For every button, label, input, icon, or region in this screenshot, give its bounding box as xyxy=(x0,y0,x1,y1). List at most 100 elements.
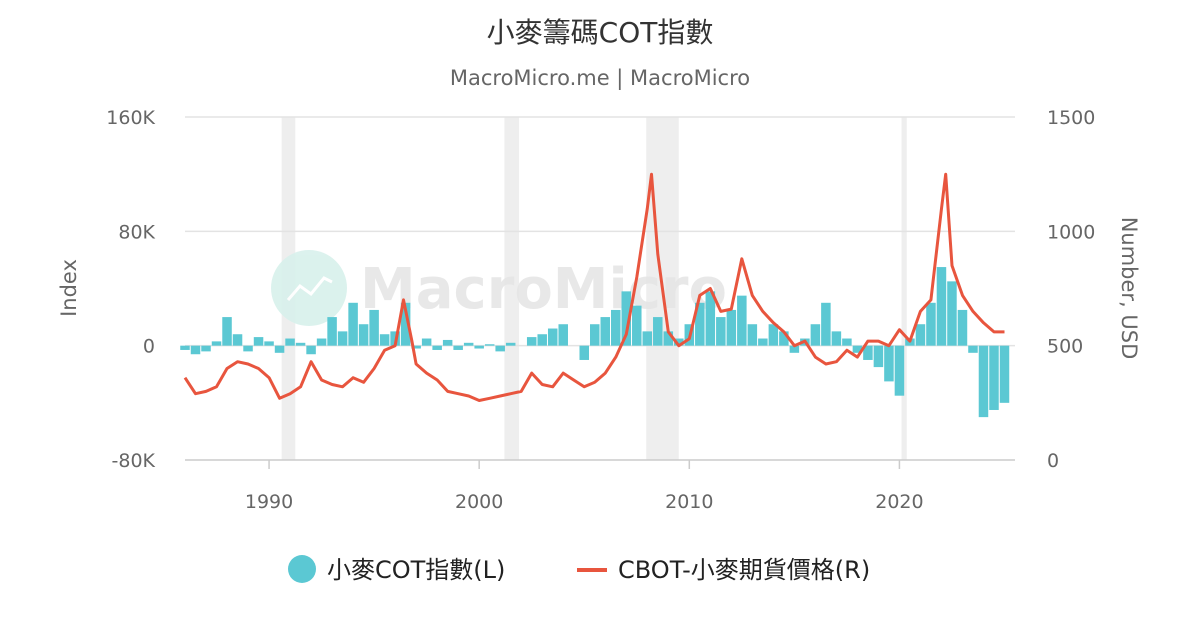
cot-bar xyxy=(295,342,306,346)
cot-bar xyxy=(642,331,653,346)
cot-bar xyxy=(737,295,747,346)
cot-bar xyxy=(180,345,190,350)
cot-bar xyxy=(201,345,211,352)
cot-bar xyxy=(884,345,894,382)
chart-title: 小麥籌碼COT指數 xyxy=(487,16,714,49)
cot-bar xyxy=(243,345,253,352)
x-tick-label: 2020 xyxy=(875,491,923,513)
cot-bar xyxy=(957,309,968,346)
recession-band-3 xyxy=(901,117,907,460)
cot-bar xyxy=(526,337,537,346)
legend-item-price[interactable]: CBOT-小麥期貨價格(R) xyxy=(577,556,870,584)
cot-bar xyxy=(211,341,222,346)
cot-bar xyxy=(726,309,737,346)
cot-bar xyxy=(821,302,831,346)
cot-bar xyxy=(589,324,600,346)
cot-bar xyxy=(484,344,495,346)
watermark-logo-icon xyxy=(271,250,347,326)
cot-bar xyxy=(306,345,316,355)
cot-bar xyxy=(579,345,589,360)
cot-bar xyxy=(495,345,505,352)
cot-bar xyxy=(274,345,285,353)
recession-band-1 xyxy=(504,117,520,460)
cot-bar xyxy=(621,291,632,346)
legend: 小麥COT指數(L) CBOT-小麥期貨價格(R) xyxy=(288,555,870,584)
cot-bar xyxy=(842,338,852,346)
cot-bar xyxy=(663,331,674,346)
cot-bar xyxy=(999,345,1010,403)
left-tick-label: 160K xyxy=(106,107,155,129)
cot-bar xyxy=(873,345,884,368)
cot-bar xyxy=(316,338,327,346)
cot-bar xyxy=(463,342,474,346)
cot-bar xyxy=(674,338,684,346)
cot-bar xyxy=(915,324,926,346)
price-line-series xyxy=(183,172,1005,402)
watermark-text: MacroMicro xyxy=(360,257,727,322)
cot-bar xyxy=(537,334,547,346)
cot-bar xyxy=(285,338,295,346)
left-tick-label: 80K xyxy=(118,221,155,243)
cot-bar xyxy=(348,302,358,346)
x-tick-label: 2000 xyxy=(455,491,503,513)
cot-bar xyxy=(358,324,369,346)
cot-bar xyxy=(611,309,621,346)
cot-bar xyxy=(379,334,390,346)
cot-bar xyxy=(421,338,432,346)
cot-bar xyxy=(863,345,873,360)
legend-cot-label: 小麥COT指數(L) xyxy=(327,556,505,584)
watermark-logo-line xyxy=(286,276,333,301)
cot-bar xyxy=(453,345,463,350)
cot-bar xyxy=(558,324,568,346)
cot-bar xyxy=(505,342,516,346)
cot-bar xyxy=(632,305,642,346)
price-line xyxy=(183,172,1005,402)
right-tick-label: 0 xyxy=(1047,450,1059,472)
right-tick-label: 1000 xyxy=(1047,221,1095,243)
cot-bar xyxy=(831,331,842,346)
cot-bar xyxy=(926,302,936,346)
cot-bar xyxy=(600,317,611,346)
cot-bar xyxy=(810,324,821,346)
x-tick-label: 1990 xyxy=(245,491,293,513)
cot-bar xyxy=(779,331,789,346)
cot-bar xyxy=(337,331,348,346)
cot-bar xyxy=(264,341,274,346)
cot-bar xyxy=(936,267,947,346)
cot-bar xyxy=(747,324,758,346)
cot-bar xyxy=(232,334,243,346)
cot-bar xyxy=(768,324,779,346)
legend-item-cot[interactable]: 小麥COT指數(L) xyxy=(288,555,505,584)
right-tick-label: 1500 xyxy=(1047,107,1095,129)
cot-bar xyxy=(705,291,716,346)
cot-bar xyxy=(978,345,989,418)
cot-bar xyxy=(442,339,453,346)
cot-bar xyxy=(947,281,957,346)
cot-bar xyxy=(989,345,999,410)
cot-bar xyxy=(222,317,232,346)
cot-bar xyxy=(758,338,768,346)
cot-bar xyxy=(327,317,337,346)
right-tick-label: 500 xyxy=(1047,336,1083,358)
chart-subtitle: MacroMicro.me | MacroMicro xyxy=(450,66,750,91)
cot-bar xyxy=(653,317,663,346)
cot-bar xyxy=(716,317,726,346)
cot-bar xyxy=(968,345,978,353)
cot-bar xyxy=(695,302,705,346)
cot-bar xyxy=(432,345,442,350)
cot-bar xyxy=(411,345,421,349)
cot-bar xyxy=(369,309,379,346)
legend-cot-swatch xyxy=(288,555,316,583)
axis-ticks: -80K 0 80K 160K 0 500 1000 1500 1990 2000 2010 2020 xyxy=(106,107,1095,513)
left-tick-label: -80K xyxy=(112,450,156,472)
x-tick-label: 2010 xyxy=(665,491,713,513)
cot-bar xyxy=(400,302,411,346)
cot-bar xyxy=(894,345,905,396)
right-axis-title: Number, USD xyxy=(1117,217,1141,360)
cot-bar xyxy=(852,345,863,353)
recession-bands xyxy=(281,117,907,460)
cot-bar xyxy=(789,345,800,353)
left-axis-title: Index xyxy=(57,259,81,317)
